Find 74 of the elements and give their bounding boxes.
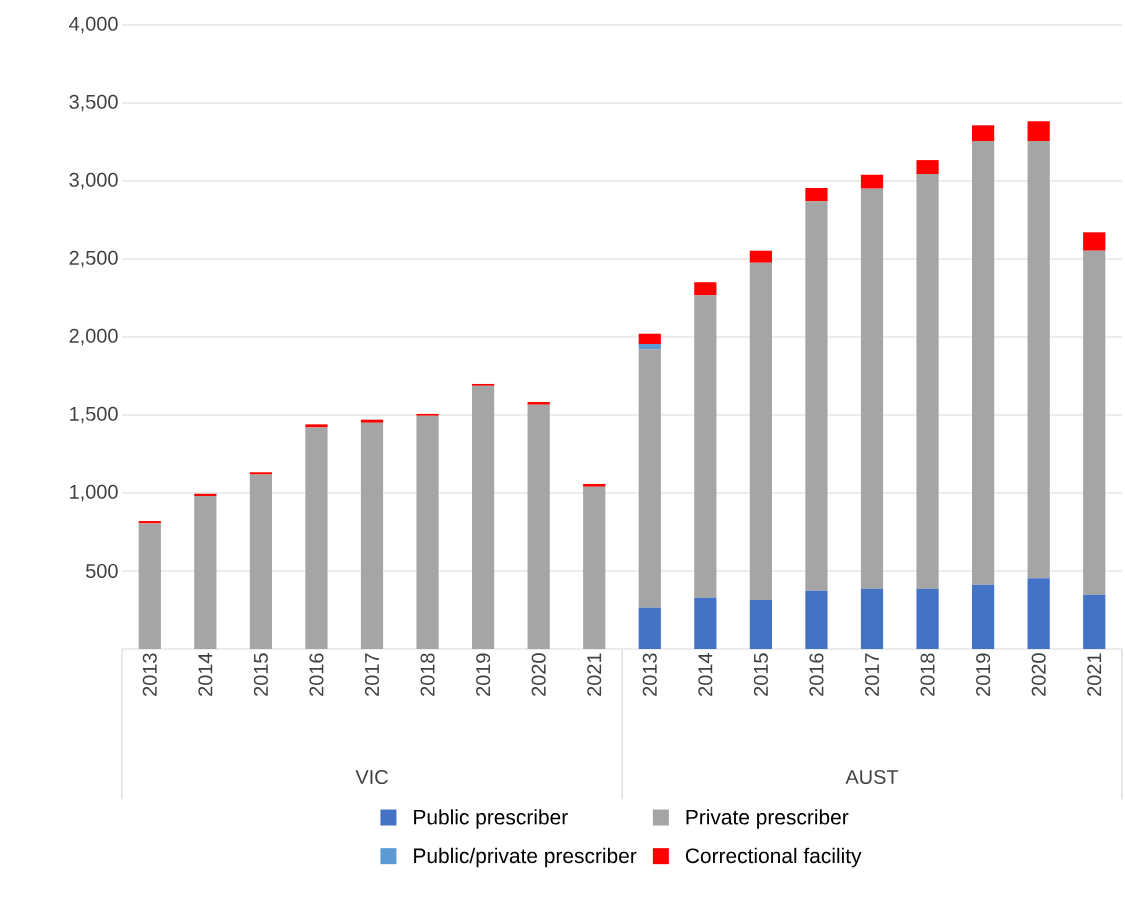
- bar: [916, 588, 939, 649]
- bar: [1027, 141, 1050, 579]
- text: AUST: [845, 769, 899, 785]
- bar: [305, 424, 328, 428]
- x-tick-label: 2017: [864, 653, 880, 696]
- y-tick-label: 4,000: [69, 16, 118, 34]
- bar: [860, 588, 884, 649]
- bar: [1027, 121, 1050, 142]
- bar: [916, 173, 939, 589]
- bar: [249, 474, 272, 649]
- x-tick-label: 2020: [531, 653, 546, 696]
- y-tick-label: 1,500: [70, 406, 118, 424]
- x-tick-label: 2018: [920, 653, 935, 696]
- bar: [194, 496, 217, 649]
- bar: [805, 188, 828, 202]
- y-tick-label: 3,000: [69, 172, 118, 190]
- y-tick-label: 2,000: [69, 328, 118, 346]
- bar: [972, 125, 995, 142]
- bar: [749, 262, 772, 601]
- bar: [694, 282, 717, 296]
- legend-label: Private prescriber: [686, 809, 849, 829]
- y-tick-label: 1,000: [70, 484, 118, 502]
- bar: [638, 349, 661, 608]
- y-tick-label: 500: [86, 563, 118, 579]
- bar: [527, 404, 550, 649]
- bar: [749, 250, 772, 263]
- x-tick-label: 2015: [253, 653, 268, 696]
- bar: [638, 344, 661, 350]
- x-tick-label: 2014: [698, 653, 713, 696]
- legend-label: Correctional facility: [685, 847, 862, 868]
- bar: [805, 201, 828, 591]
- bar: [638, 607, 661, 649]
- bar: [360, 422, 384, 649]
- x-tick-label: 2016: [309, 653, 324, 696]
- x-tick-label: 2019: [476, 653, 491, 696]
- x-tick-label: 2021: [1087, 653, 1102, 696]
- bar: [360, 419, 384, 423]
- x-tick-label: 2016: [809, 653, 824, 696]
- bar: [1027, 578, 1050, 649]
- text: VIC: [355, 769, 388, 785]
- bar: [1083, 232, 1106, 251]
- bar: [972, 141, 995, 585]
- bar: [805, 590, 828, 649]
- bar: [694, 295, 717, 598]
- x-tick-label: 2014: [198, 653, 213, 696]
- x-tick-label: 2015: [753, 653, 768, 696]
- bar: [1083, 250, 1106, 595]
- bar: [305, 427, 328, 649]
- legend-label: Public prescriber: [414, 809, 568, 829]
- bar: [138, 523, 161, 649]
- bar: [527, 402, 550, 405]
- bar: [694, 597, 717, 649]
- y-tick-label: 2,500: [69, 250, 118, 268]
- bar: [972, 584, 995, 649]
- bar: [249, 472, 272, 475]
- bar: [638, 333, 661, 345]
- bar: [916, 160, 939, 174]
- x-tick-label: 2020: [1031, 653, 1046, 696]
- legend-label: Public/private prescriber: [414, 847, 637, 868]
- x-tick-label: 2018: [420, 653, 435, 696]
- x-tick-label: 2017: [364, 653, 380, 696]
- y-tick-label: 3,500: [69, 94, 118, 112]
- bar: [416, 415, 439, 649]
- bar: [860, 188, 884, 589]
- x-tick-label: 2013: [642, 653, 657, 696]
- bar: [472, 385, 495, 649]
- bar: [583, 483, 606, 487]
- x-tick-label: 2019: [976, 653, 991, 696]
- bar: [1083, 594, 1106, 649]
- bar: [749, 600, 772, 649]
- x-tick-label: 2013: [142, 653, 157, 696]
- x-tick-label: 2021: [587, 653, 602, 696]
- bar: [860, 174, 884, 189]
- bar: [583, 486, 606, 649]
